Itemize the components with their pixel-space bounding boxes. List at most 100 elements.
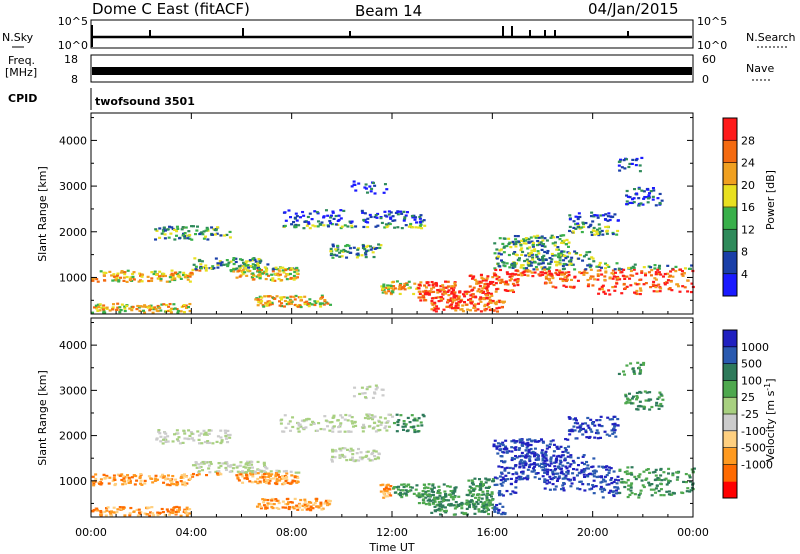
data-cell bbox=[520, 253, 524, 256]
data-cell bbox=[415, 484, 419, 487]
data-cell bbox=[278, 476, 282, 479]
data-cell bbox=[192, 225, 196, 228]
data-cell bbox=[470, 277, 474, 280]
data-cell bbox=[599, 481, 603, 484]
data-cell bbox=[655, 290, 659, 293]
data-cell bbox=[244, 463, 248, 466]
data-cell bbox=[285, 478, 289, 481]
data-cell bbox=[170, 226, 174, 229]
data-cell bbox=[616, 219, 620, 222]
data-cell bbox=[112, 474, 116, 477]
data-cell bbox=[439, 288, 443, 291]
data-cell bbox=[591, 470, 595, 473]
data-cell bbox=[438, 494, 442, 497]
data-cell bbox=[543, 250, 547, 254]
data-cell bbox=[589, 215, 593, 218]
data-cell bbox=[606, 219, 610, 222]
data-cell bbox=[119, 271, 123, 274]
data-cell bbox=[102, 473, 106, 476]
data-cell bbox=[183, 232, 187, 235]
data-cell bbox=[548, 475, 552, 478]
data-cell bbox=[511, 240, 515, 244]
power-ylabel: Slant Range [km] bbox=[36, 166, 49, 262]
colorbar-cell bbox=[723, 118, 737, 141]
data-cell bbox=[209, 429, 213, 432]
data-cell bbox=[211, 265, 215, 268]
data-cell bbox=[611, 232, 615, 236]
data-cell bbox=[421, 493, 425, 496]
data-cell bbox=[540, 244, 544, 247]
data-cell bbox=[613, 429, 617, 432]
data-cell bbox=[102, 310, 106, 313]
data-cell bbox=[430, 280, 434, 284]
data-cell bbox=[349, 221, 353, 224]
data-cell bbox=[690, 282, 694, 285]
data-cell bbox=[385, 188, 389, 191]
data-cell bbox=[383, 210, 387, 213]
data-cell bbox=[500, 513, 504, 516]
data-cell bbox=[442, 510, 446, 513]
data-cell bbox=[328, 429, 332, 432]
data-cell bbox=[562, 239, 566, 242]
data-cell bbox=[407, 287, 411, 290]
data-cell bbox=[358, 456, 362, 459]
data-cell bbox=[506, 283, 510, 286]
data-cell bbox=[500, 465, 504, 469]
data-cell bbox=[418, 283, 422, 287]
data-cell bbox=[319, 297, 323, 300]
data-cell bbox=[620, 268, 624, 271]
data-cell bbox=[621, 274, 625, 277]
data-cell bbox=[527, 448, 531, 452]
data-cell bbox=[574, 417, 578, 420]
data-cell bbox=[324, 499, 328, 502]
data-cell bbox=[407, 225, 411, 228]
data-cell bbox=[350, 226, 354, 229]
data-cell bbox=[481, 277, 485, 281]
data-cell bbox=[635, 398, 639, 401]
data-cell bbox=[250, 481, 254, 484]
data-cell bbox=[579, 271, 583, 275]
data-cell bbox=[299, 305, 303, 309]
data-cell bbox=[656, 268, 660, 271]
data-cell bbox=[566, 451, 570, 454]
data-cell bbox=[488, 501, 492, 505]
data-cell bbox=[181, 441, 185, 444]
data-cell bbox=[246, 264, 250, 267]
data-cell bbox=[548, 262, 552, 265]
data-cell bbox=[526, 260, 530, 263]
data-cell bbox=[600, 229, 604, 233]
data-cell bbox=[397, 288, 401, 291]
data-cell bbox=[627, 266, 631, 270]
data-cell bbox=[316, 212, 320, 215]
data-cell bbox=[585, 460, 589, 464]
data-cell bbox=[179, 277, 183, 280]
data-cell bbox=[331, 245, 335, 248]
data-cell bbox=[328, 499, 332, 503]
data-cell bbox=[645, 468, 649, 472]
data-cell bbox=[498, 249, 502, 252]
data-cell bbox=[494, 507, 498, 511]
data-cell bbox=[270, 273, 274, 276]
data-cell bbox=[364, 183, 368, 186]
data-cell bbox=[429, 499, 433, 502]
data-cell bbox=[597, 264, 601, 267]
data-cell bbox=[351, 422, 355, 425]
data-cell bbox=[345, 243, 349, 247]
data-cell bbox=[566, 245, 570, 248]
data-cell bbox=[647, 399, 651, 402]
data-cell bbox=[501, 481, 505, 484]
data-cell bbox=[557, 467, 561, 470]
data-cell bbox=[519, 266, 523, 269]
data-cell bbox=[543, 272, 547, 275]
data-cell bbox=[179, 310, 183, 313]
data-cell bbox=[476, 290, 480, 293]
data-cell bbox=[534, 253, 538, 257]
data-cell bbox=[182, 481, 186, 484]
data-cell bbox=[601, 465, 605, 468]
data-cell bbox=[522, 238, 526, 241]
data-cell bbox=[132, 278, 136, 281]
data-cell bbox=[519, 475, 523, 479]
data-cell bbox=[498, 445, 502, 448]
data-cell bbox=[590, 256, 594, 259]
data-cell bbox=[485, 303, 489, 307]
